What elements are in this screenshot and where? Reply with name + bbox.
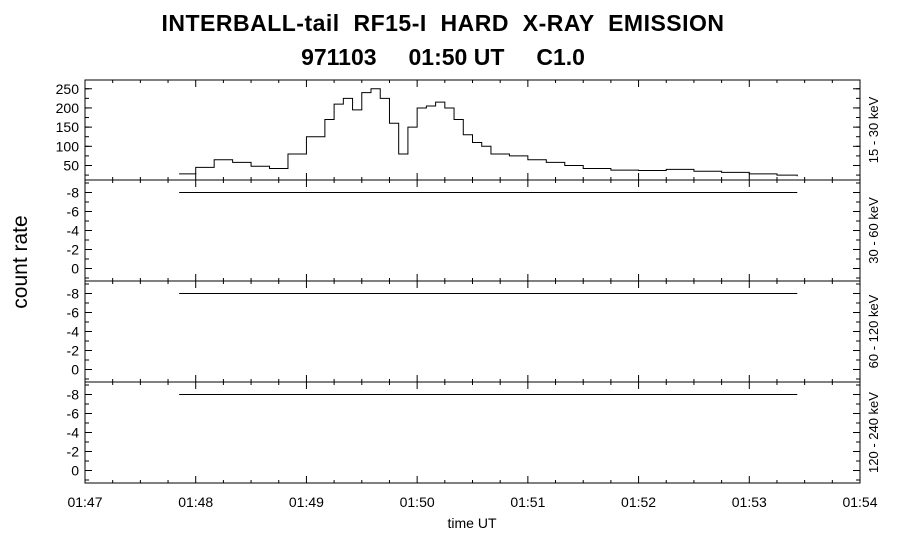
y-tick-label: -4 bbox=[67, 425, 80, 441]
panel-frame bbox=[85, 281, 860, 382]
series-line bbox=[179, 89, 797, 176]
panel-frame bbox=[85, 382, 860, 483]
y-tick-label: -2 bbox=[67, 444, 80, 460]
y-tick-label: -6 bbox=[67, 406, 80, 422]
x-tick-label: 01:47 bbox=[67, 494, 102, 510]
y-tick-label: -8 bbox=[67, 286, 80, 302]
x-tick-label: 01:54 bbox=[842, 494, 877, 510]
y-tick-label: 100 bbox=[56, 138, 80, 154]
y-axis-label: count rate bbox=[9, 215, 32, 308]
y-tick-label: 0 bbox=[71, 261, 79, 277]
y-tick-label: -4 bbox=[67, 324, 80, 340]
x-tick-label: 01:50 bbox=[400, 494, 435, 510]
x-axis-label: time UT bbox=[448, 515, 497, 531]
y-tick-label: -4 bbox=[67, 223, 80, 239]
y-tick-label: 200 bbox=[56, 100, 80, 116]
y-tick-label: -8 bbox=[67, 185, 80, 201]
y-tick-label: 150 bbox=[56, 119, 80, 135]
x-tick-label: 01:53 bbox=[732, 494, 767, 510]
y-tick-label: -2 bbox=[67, 242, 80, 258]
y-tick-label: 0 bbox=[71, 463, 79, 479]
x-tick-label: 01:49 bbox=[289, 494, 324, 510]
x-tick-label: 01:48 bbox=[178, 494, 213, 510]
y-tick-label: 0 bbox=[71, 362, 79, 378]
x-tick-label: 01:52 bbox=[621, 494, 656, 510]
channel-label: 120 - 240 keV bbox=[866, 392, 881, 473]
panel-frame bbox=[85, 80, 860, 180]
y-tick-label: -8 bbox=[67, 387, 80, 403]
y-tick-label: 50 bbox=[63, 157, 79, 173]
y-tick-label: -2 bbox=[67, 343, 80, 359]
y-tick-label: -6 bbox=[67, 204, 80, 220]
y-tick-label: 250 bbox=[56, 81, 80, 97]
channel-label: 30 - 60 keV bbox=[866, 197, 881, 264]
y-tick-label: -6 bbox=[67, 305, 80, 321]
x-tick-label: 01:51 bbox=[510, 494, 545, 510]
channel-label: 60 - 120 keV bbox=[866, 294, 881, 368]
panel-frame bbox=[85, 180, 860, 281]
channel-label: 15 - 30 keV bbox=[866, 96, 881, 163]
